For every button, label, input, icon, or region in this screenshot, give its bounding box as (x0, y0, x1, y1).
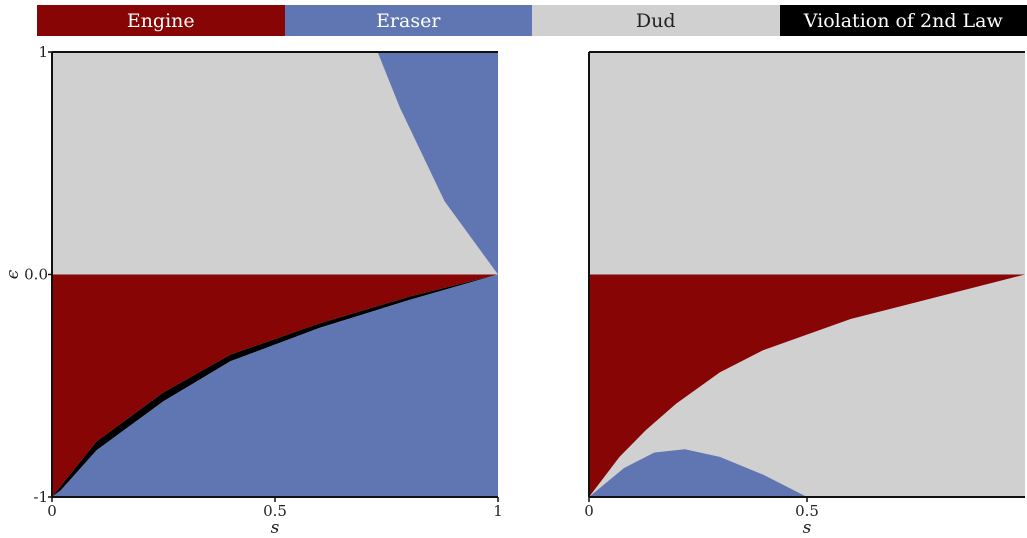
region-eraser (52, 274, 498, 497)
legend-item-eraser: Eraser (284, 5, 532, 36)
left-phase-chart: 0 0.5 1 -1 0.0 1 s ϵ (3, 43, 503, 538)
x-tick-label: 0 (47, 502, 57, 520)
x-axis-label: s (271, 518, 280, 538)
region-eraser (377, 52, 498, 275)
y-tick-label: -1 (33, 488, 48, 506)
x-axis-label: s (803, 518, 812, 538)
y-tick-label: 1 (38, 43, 48, 61)
legend-item-engine: Engine (37, 5, 285, 36)
region-engine (589, 274, 1025, 497)
x-tick-label: 0.5 (263, 502, 287, 520)
legend: Engine Eraser Dud Violation of 2nd Law (37, 5, 1027, 36)
right-phase-chart: 0 0.5s (584, 51, 1025, 538)
legend-item-dud: Dud (532, 5, 780, 36)
x-tick-label: 1 (493, 502, 503, 520)
region-engine (52, 274, 498, 497)
x-tick-label: 0 (584, 502, 594, 520)
region-eraser (589, 449, 807, 497)
y-axis-label: ϵ (3, 269, 23, 279)
legend-item-violation: Violation of 2nd Law (779, 5, 1027, 36)
y-tick-label: 0.0 (24, 266, 48, 284)
x-tick-label: 0.5 (795, 502, 819, 520)
region-dud (52, 52, 498, 275)
